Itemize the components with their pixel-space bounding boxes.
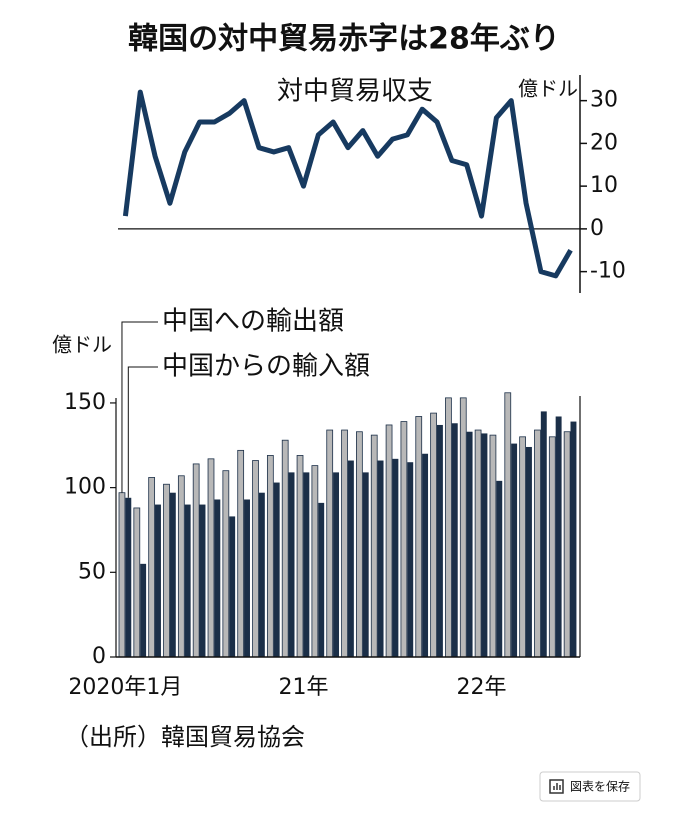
bar	[570, 421, 577, 657]
bar	[407, 462, 414, 657]
bar	[356, 431, 363, 658]
bar	[214, 499, 221, 657]
bar	[318, 502, 325, 657]
bar	[199, 504, 206, 657]
y-tick-label: 0	[590, 216, 604, 241]
bar	[489, 434, 497, 658]
line-title: 対中貿易収支	[277, 77, 433, 107]
y-tick-label: 10	[590, 173, 618, 198]
bar	[474, 429, 482, 658]
y-unit: 億ドル	[518, 77, 578, 101]
bar	[496, 480, 503, 657]
bar	[288, 472, 295, 657]
legend-label: 中国への輸出額	[162, 307, 344, 337]
y-tick-label: 0	[92, 644, 106, 669]
bar	[445, 397, 452, 658]
bar	[436, 424, 443, 657]
bar	[140, 563, 147, 657]
bar	[266, 455, 274, 658]
y-tick-label: 30	[590, 88, 618, 113]
bar	[422, 453, 429, 657]
x-tick-label: 21年	[278, 675, 328, 700]
bar	[118, 492, 126, 658]
bar	[415, 416, 423, 658]
bar	[326, 429, 334, 658]
bar	[133, 507, 141, 658]
bar	[207, 458, 215, 658]
bar	[548, 436, 556, 658]
bar	[370, 434, 378, 658]
bar	[125, 497, 132, 657]
line-series	[122, 89, 573, 279]
y-tick-label: 100	[64, 475, 106, 500]
save-button-label[interactable]: 図表を保存	[570, 780, 630, 794]
bar	[303, 472, 310, 657]
y-unit: 億ドル	[52, 333, 112, 357]
bar	[155, 504, 161, 657]
bar	[451, 423, 458, 657]
bar	[222, 470, 230, 658]
bar	[385, 424, 393, 658]
y-tick-label: 20	[590, 130, 618, 155]
bar	[459, 397, 467, 658]
bar	[296, 455, 304, 658]
bar	[148, 477, 156, 658]
bar	[555, 416, 562, 657]
save-button[interactable]	[539, 771, 641, 802]
bar	[534, 429, 541, 658]
bar	[237, 449, 245, 658]
bar	[333, 472, 340, 657]
bar	[511, 443, 518, 657]
bar	[311, 465, 319, 658]
bar	[169, 492, 176, 657]
save-icon	[549, 779, 564, 794]
x-tick-label: 2020年1月	[68, 675, 182, 700]
bar	[481, 433, 488, 657]
bar	[258, 492, 265, 657]
bar	[229, 516, 236, 657]
bar	[252, 460, 259, 658]
bar	[273, 482, 280, 657]
x-tick-label: 22年	[457, 675, 507, 700]
bar	[163, 483, 170, 658]
bar	[362, 472, 369, 657]
bar	[192, 463, 200, 658]
y-tick-label: -10	[590, 259, 626, 284]
y-tick-label: 150	[64, 390, 106, 415]
bar	[347, 460, 354, 657]
bar	[466, 431, 473, 657]
bar	[244, 499, 250, 657]
source: （出所）韓国貿易協会	[65, 723, 305, 751]
bar	[540, 411, 547, 657]
bar	[177, 475, 185, 658]
chart-title: 韓国の対中貿易赤字は28年ぶり	[128, 22, 560, 57]
y-tick-label: 50	[78, 559, 106, 584]
bar	[281, 439, 289, 658]
bar	[519, 436, 526, 658]
leader-line	[127, 366, 158, 498]
bar	[184, 504, 191, 657]
bar	[377, 460, 384, 657]
legend-label: 中国からの輸入額	[162, 352, 370, 382]
bar	[525, 446, 532, 657]
bar	[430, 412, 437, 658]
bar	[400, 421, 408, 658]
bar	[563, 431, 571, 658]
leader-line	[121, 321, 158, 493]
bar	[392, 458, 399, 657]
bar	[504, 392, 512, 658]
bar	[341, 429, 348, 658]
